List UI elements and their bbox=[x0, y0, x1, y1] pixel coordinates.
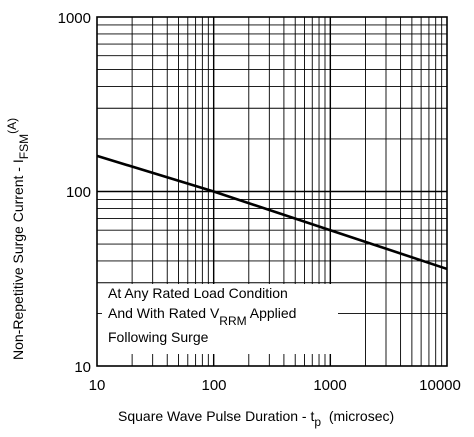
x-tick-label-100: 100 bbox=[201, 377, 226, 394]
y-axis-title-sub: FSM bbox=[17, 134, 31, 159]
x-axis-title-tail: (microsec) bbox=[321, 408, 394, 424]
y-tick-label-100: 100 bbox=[66, 184, 91, 201]
x-axis-title-sub: p bbox=[314, 415, 321, 429]
annotation-line-1: At Any Rated Load Condition bbox=[108, 285, 288, 301]
annotation-line-2-tail: Applied bbox=[247, 305, 297, 321]
y-axis-title-sup: (A) bbox=[5, 118, 19, 134]
annotation-line-2-sub: RRM bbox=[219, 314, 246, 328]
annotation-line-2: And With Rated VRRM Applied bbox=[108, 305, 296, 328]
plot-frame bbox=[96, 16, 448, 367]
x-tick-label-10000: 10000 bbox=[419, 377, 461, 394]
series-line-0 bbox=[96, 154, 448, 271]
annotation-box bbox=[102, 284, 338, 354]
annotation-line-2-main: And With Rated V bbox=[108, 305, 220, 321]
x-axis-title-main: Square Wave Pulse Duration - t bbox=[118, 408, 314, 424]
annotation-line-3: Following Surge bbox=[108, 329, 209, 345]
x-tick-label-10: 10 bbox=[89, 377, 106, 394]
x-tick-label-1000: 1000 bbox=[313, 377, 346, 394]
series-layer bbox=[96, 154, 448, 271]
y-tick-label-10: 10 bbox=[74, 359, 91, 376]
x-axis-title: Square Wave Pulse Duration - tp (microse… bbox=[118, 408, 394, 429]
y-axis-title-main: Non-Repetitive Surge Current - I bbox=[10, 159, 26, 360]
y-axis-title: Non-Repetitive Surge Current - IFSM(A) bbox=[5, 118, 31, 360]
y-tick-label-1000: 1000 bbox=[58, 10, 91, 27]
